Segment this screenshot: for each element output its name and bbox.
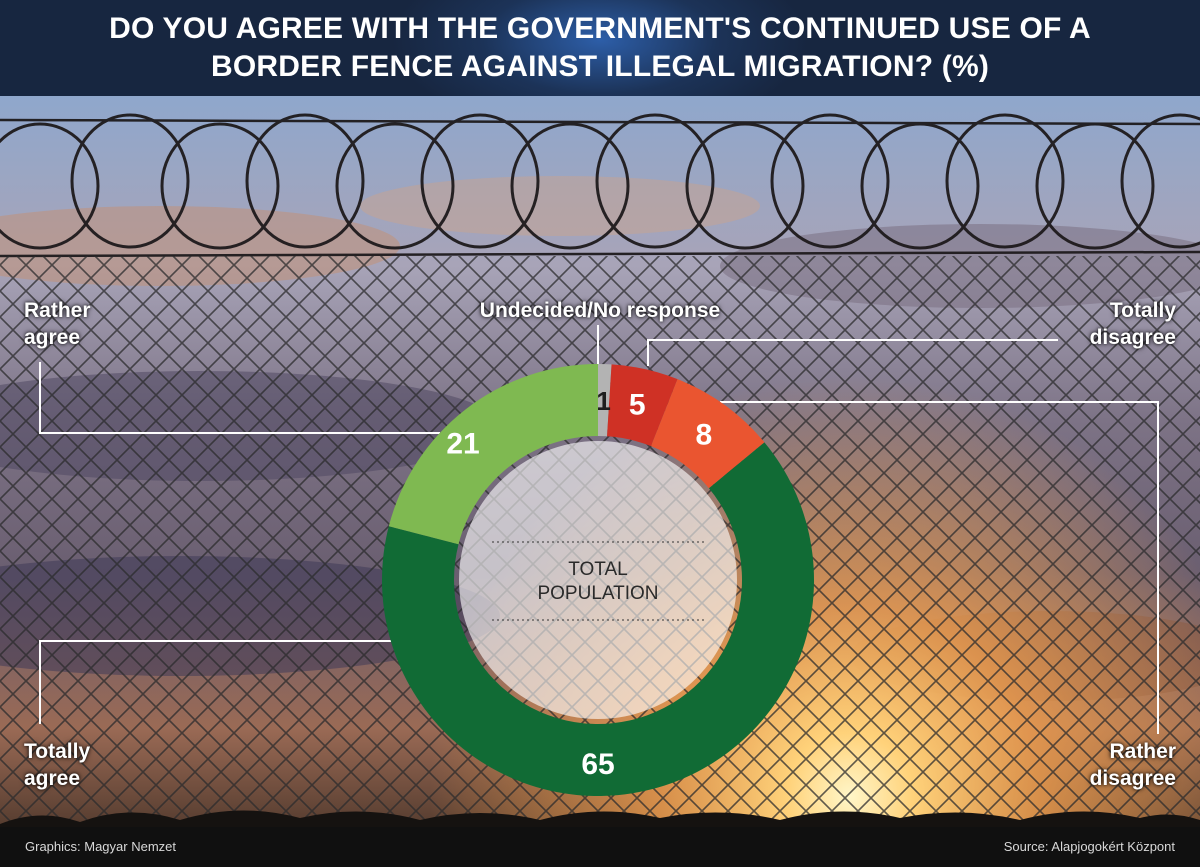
value-label-totally-disagree: 5 [629, 388, 646, 421]
value-label-undecided-no-response: 1 [596, 386, 610, 416]
donut-slice-rather-disagree [651, 379, 765, 489]
chart-title: DO YOU AGREE WITH THE GOVERNMENT'S CONTI… [109, 12, 1091, 83]
donut-chart: TOTAL POPULATION 1 5 8 65 21 [39, 325, 1159, 796]
category-label-totally-disagree: Totally disagree [1090, 297, 1176, 351]
chart-header: DO YOU AGREE WITH THE GOVERNMENT'S CONTI… [0, 0, 1200, 96]
center-label-line-1: TOTAL [568, 559, 627, 580]
label-text-rather-agree: Rather agree [24, 299, 91, 349]
leader-lines [39, 325, 1159, 734]
leader-line-rather-disagree [720, 401, 1159, 734]
value-label-rather-agree: 21 [446, 427, 479, 460]
category-label-rather-agree: Rather agree [24, 297, 91, 351]
category-label-undecided: Undecided/No response [0, 297, 1200, 324]
value-label-rather-disagree: 8 [695, 418, 712, 451]
leader-line-totally-disagree [647, 339, 1058, 366]
label-text-rather-disagree: Rather disagree [1089, 740, 1176, 790]
category-label-totally-agree: Totally agree [24, 738, 90, 792]
donut-slice-totally-disagree [607, 364, 678, 447]
center-label-line-2: POPULATION [537, 583, 658, 604]
donut-center: TOTAL POPULATION [459, 441, 737, 719]
donut-slice-rather-agree [388, 364, 598, 545]
graphics-credit: Graphics: Magyar Nemzet [25, 839, 176, 854]
footer-bar: Graphics: Magyar Nemzet Source: Alapjogo… [0, 827, 1200, 867]
source-credit: Source: Alapjogokért Központ [1003, 839, 1175, 854]
label-text-totally-agree: Totally agree [24, 740, 91, 790]
donut-slice-totally-agree [381, 442, 814, 796]
label-text-totally-disagree: Totally disagree [1089, 299, 1176, 349]
value-label-totally-agree: 65 [581, 748, 614, 781]
donut-slice-undecided-no-response [598, 364, 612, 437]
value-labels: 1 5 8 65 21 [446, 386, 712, 781]
label-text-undecided: Undecided/No response [479, 299, 721, 322]
donut-slices [381, 364, 814, 796]
category-label-rather-disagree: Rather disagree [1090, 738, 1176, 792]
leader-line-rather-agree [39, 362, 440, 434]
leader-line-totally-agree [39, 640, 393, 724]
